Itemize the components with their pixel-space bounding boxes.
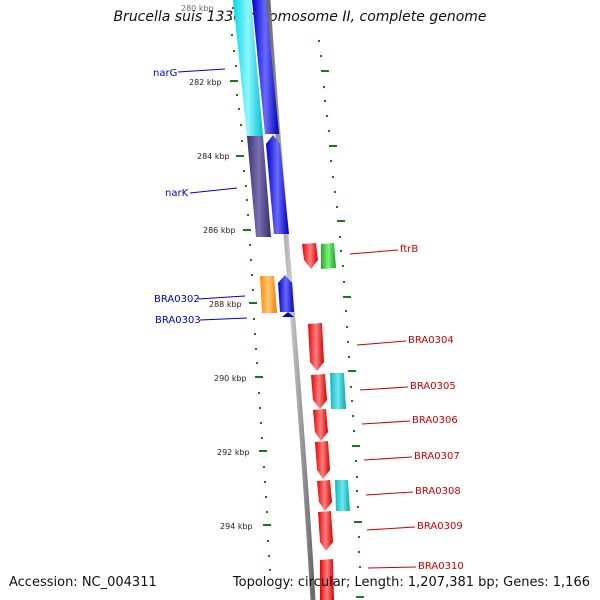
gene-label-BRA0308[interactable]: BRA0308 <box>415 486 461 497</box>
genome-summary-text: Topology: circular; Length: 1,207,381 bp… <box>232 575 590 590</box>
gene-blue-feature-1[interactable] <box>252 0 279 134</box>
scale-label-286kbp: 286 kbp <box>203 226 236 235</box>
gene-BRA0303-tail <box>282 312 294 317</box>
gene-BRA0305-feature[interactable] <box>311 374 327 409</box>
gene-teal-feature-1[interactable] <box>330 373 346 409</box>
scale-label-292kbp: 292 kbp <box>217 448 250 457</box>
forward-label-leaders <box>177 68 248 321</box>
gene-BRA0302-feature[interactable] <box>260 276 277 313</box>
gene-BRA0309-feature[interactable] <box>318 511 333 551</box>
reverse-label-leaders <box>349 249 417 569</box>
gene-label-BRA0309[interactable]: BRA0309 <box>417 521 463 532</box>
gene-label-narG[interactable]: narG <box>153 68 177 79</box>
gene-label-BRA0302[interactable]: BRA0302 <box>154 294 200 305</box>
gene-ftrB-feature[interactable] <box>302 243 318 269</box>
scale-label-294kbp: 294 kbp <box>220 522 253 531</box>
gene-blue-feature-2[interactable] <box>266 135 289 234</box>
gene-label-BRA0306[interactable]: BRA0306 <box>412 415 458 426</box>
gene-label-BRA0304[interactable]: BRA0304 <box>408 335 454 346</box>
gene-BRA0303-feature[interactable] <box>278 275 294 312</box>
gene-label-narK[interactable]: narK <box>165 188 189 199</box>
map-title: Brucella suis 1330 chromosome II, comple… <box>113 9 487 25</box>
scale-label-282kbp: 282 kbp <box>189 78 222 87</box>
outer-scale-ticks <box>321 70 364 598</box>
scale-label-290kbp: 290 kbp <box>214 374 247 383</box>
gene-BRA0310-feature[interactable] <box>320 559 334 600</box>
gene-label-BRA0310[interactable]: BRA0310 <box>418 561 464 572</box>
scale-label-288kbp: 288 kbp <box>209 300 242 309</box>
outer-scale-dots <box>318 40 361 568</box>
gene-label-ftrB[interactable]: ftrB <box>400 244 418 255</box>
gene-teal-feature-2[interactable] <box>335 480 350 511</box>
gene-narK-feature[interactable] <box>247 136 271 237</box>
accession-text: Accession: NC_004311 <box>9 575 157 590</box>
scale-label-280kbp: 280 kbp <box>181 4 214 13</box>
gene-narG-feature[interactable] <box>233 0 263 136</box>
gene-BRA0306-feature[interactable] <box>313 409 328 441</box>
gene-BRA0307-feature[interactable] <box>315 441 330 479</box>
gene-label-BRA0303[interactable]: BRA0303 <box>155 315 201 326</box>
scale-label-284kbp: 284 kbp <box>197 152 230 161</box>
inner-scale-dots <box>230 18 271 571</box>
gene-label-BRA0305[interactable]: BRA0305 <box>410 381 456 392</box>
gene-label-BRA0307[interactable]: BRA0307 <box>414 451 460 462</box>
gene-BRA0304-feature[interactable] <box>308 323 324 371</box>
gene-green-feature[interactable] <box>321 243 336 269</box>
gene-BRA0308-feature[interactable] <box>317 480 332 511</box>
